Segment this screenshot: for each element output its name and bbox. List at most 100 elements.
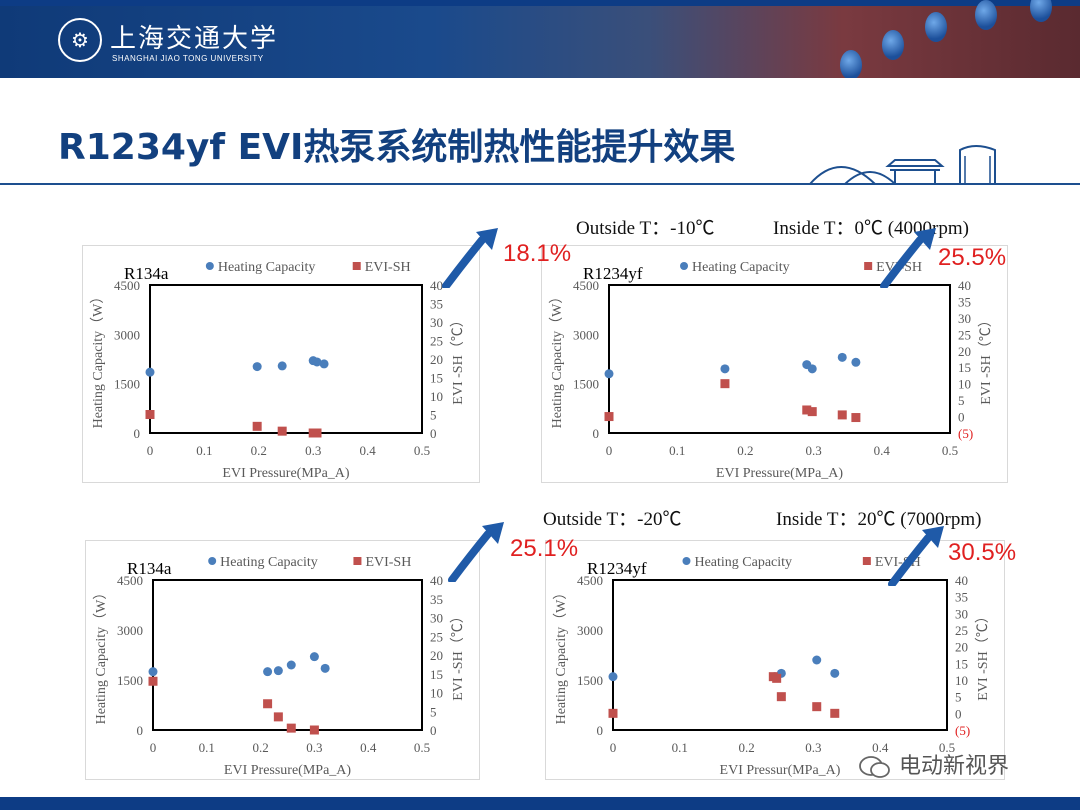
title-underline <box>0 183 1080 185</box>
y2-tick-label: 5 <box>955 690 962 705</box>
improvement-percent: 25.1% <box>510 535 579 562</box>
y2-tick-label: 35 <box>430 297 443 312</box>
y2-tick-label: 30 <box>430 315 443 330</box>
data-point-heating-capacity <box>837 352 847 362</box>
y-tick-label: 4500 <box>573 278 599 293</box>
x-tick-label: 0.1 <box>669 443 685 458</box>
data-point-heating-capacity <box>312 357 322 367</box>
y2-tick-label: 10 <box>430 389 443 404</box>
x-tick-label: 0.1 <box>672 740 688 755</box>
legend-marker <box>205 262 214 270</box>
x-tick-label: 0.2 <box>737 443 753 458</box>
lantern-icon <box>882 30 904 60</box>
x-tick-label: 0.5 <box>939 740 955 755</box>
x-tick-label: 0.5 <box>414 443 430 458</box>
data-point-evi-sh <box>802 405 812 415</box>
y2-tick-label: 35 <box>958 294 971 309</box>
y2-tick-label: 30 <box>955 606 968 621</box>
data-point-evi-sh <box>273 712 283 722</box>
y2-tick-label: 35 <box>430 592 443 607</box>
data-point-evi-sh <box>812 702 822 712</box>
x-tick-label: 0.3 <box>306 740 322 755</box>
y2-tick-label: 10 <box>955 673 968 688</box>
y-tick-label: 1500 <box>573 377 599 392</box>
improvement-percent: 18.1% <box>503 240 572 267</box>
legend-marker <box>353 557 362 565</box>
x-axis-title: EVI Pressure(MPa_A) <box>716 466 843 481</box>
x-tick-label: 0.2 <box>252 740 268 755</box>
x-tick-label: 0 <box>150 740 157 755</box>
y-axis-title: Heating Capacity（W） <box>553 586 569 725</box>
y2-tick-label: 0 <box>955 706 962 721</box>
refrigerant-label: R134a <box>124 264 169 283</box>
data-point-heating-capacity <box>720 364 730 374</box>
skyline-decoration-icon <box>809 145 996 185</box>
condition-outside-bottom: Outside T：-20℃ <box>543 509 682 530</box>
legend-marker <box>352 262 361 270</box>
refrigerant-label: R1234yf <box>587 559 647 578</box>
data-point-heating-capacity <box>319 359 329 369</box>
x-tick-label: 0.3 <box>305 443 321 458</box>
condition-inside-top: Inside T：0℃ (4000rpm) <box>773 218 969 239</box>
data-point-heating-capacity <box>812 655 822 665</box>
data-point-heating-capacity <box>851 357 861 367</box>
x-tick-label: 0.4 <box>360 740 377 755</box>
data-point-heating-capacity <box>309 652 319 662</box>
y2-tick-label: 10 <box>430 686 443 701</box>
data-point-heating-capacity <box>608 672 618 682</box>
y2-axis-title: EVI -SH（℃） <box>978 313 994 404</box>
y-tick-label: 3000 <box>114 327 140 342</box>
y2-tick-label: 15 <box>958 360 971 375</box>
improvement-arrow-icon <box>448 522 504 582</box>
chart-r134a-top: 0 0.1 0.2 0.3 0.4 0.5015003000450005101520253… <box>82 245 480 483</box>
y-tick-label: 4500 <box>577 573 603 588</box>
y-tick-label: 3000 <box>577 623 603 638</box>
y2-tick-label: 15 <box>955 656 968 671</box>
y-axis-title: Heating Capacity（W） <box>93 586 109 725</box>
lantern-icon <box>975 0 997 30</box>
header-banner: ⚙ 上海交通大学 SHANGHAI JIAO TONG UNIVERSITY <box>0 0 1080 78</box>
x-tick-label: 0.2 <box>738 740 754 755</box>
y2-tick-label: 10 <box>958 377 971 392</box>
data-point-evi-sh <box>604 412 614 422</box>
y2-tick-label: 30 <box>958 311 971 326</box>
y2-tick-label: 0 <box>430 426 437 441</box>
wechat-icon <box>859 756 890 778</box>
data-point-evi-sh <box>776 692 786 702</box>
data-point-evi-sh <box>252 421 262 431</box>
y2-tick-label: 5 <box>430 408 437 423</box>
legend-label: EVI-SH <box>365 260 411 275</box>
x-tick-label: 0.3 <box>805 740 821 755</box>
data-point-heating-capacity <box>148 667 158 677</box>
y2-tick-label: 25 <box>430 334 443 349</box>
y2-tick-label: 5 <box>430 704 437 719</box>
y2-tick-label: 40 <box>955 573 968 588</box>
y-axis-title: Heating Capacity（W） <box>90 290 106 429</box>
y2-axis-title: EVI -SH（℃） <box>450 313 466 404</box>
x-tick-label: 0.5 <box>414 740 430 755</box>
data-point-evi-sh <box>145 410 155 419</box>
y-axis-title: Heating Capacity（W） <box>549 290 565 429</box>
y2-tick-label: 20 <box>958 344 971 359</box>
y2-tick-label: (5) <box>955 723 970 738</box>
y-tick-label: 0 <box>137 723 144 738</box>
data-point-evi-sh <box>312 428 322 438</box>
legend-marker <box>862 557 871 565</box>
data-point-heating-capacity <box>273 666 283 676</box>
y-tick-label: 1500 <box>114 377 140 392</box>
lantern-icon <box>840 50 862 78</box>
x-tick-label: 0.4 <box>874 443 891 458</box>
legend-label: Heating Capacity <box>218 260 316 275</box>
data-point-evi-sh <box>309 725 319 735</box>
y2-tick-label: 25 <box>955 623 968 638</box>
legend-label: Heating Capacity <box>220 555 318 570</box>
data-point-heating-capacity <box>830 668 840 678</box>
data-point-evi-sh <box>830 708 840 718</box>
data-point-evi-sh <box>837 410 847 420</box>
y-tick-label: 3000 <box>117 623 143 638</box>
y-tick-label: 3000 <box>573 327 599 342</box>
x-tick-label: 0 <box>147 443 154 458</box>
header-stripe <box>0 0 1080 6</box>
data-point-heating-capacity <box>286 660 296 670</box>
data-point-heating-capacity <box>807 364 817 374</box>
